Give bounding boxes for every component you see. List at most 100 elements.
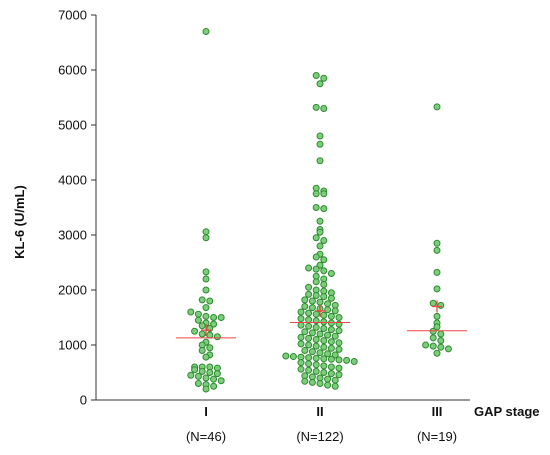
data-point [202, 28, 210, 35]
data-point [312, 72, 320, 79]
data-point [350, 358, 358, 365]
data-point [202, 385, 210, 393]
data-point [305, 290, 313, 298]
data-point [327, 344, 335, 352]
data-point [198, 367, 206, 375]
data-point [217, 377, 225, 385]
group-n-label: (N=46) [186, 429, 226, 444]
data-point [206, 297, 214, 305]
data-point [327, 294, 335, 302]
data-point [305, 334, 313, 342]
data-point [301, 347, 309, 354]
data-point [202, 234, 210, 242]
summary-markers [176, 300, 467, 339]
data-point [194, 310, 202, 318]
category-label: III [432, 404, 443, 419]
data-point [297, 321, 305, 329]
data-point [312, 253, 320, 261]
data-point [191, 327, 199, 335]
data-point [422, 341, 430, 349]
data-point [316, 217, 324, 225]
data-point [320, 190, 328, 198]
data-point [320, 293, 328, 301]
data-point [327, 270, 335, 277]
data-point [320, 311, 328, 319]
data-point [206, 331, 214, 339]
data-point [312, 103, 320, 111]
data-point [308, 348, 316, 356]
axes [95, 15, 470, 401]
data-point [429, 334, 437, 342]
data-point [217, 314, 225, 321]
data-point [316, 228, 324, 236]
data-point [320, 256, 328, 264]
data-point [312, 367, 320, 375]
data-point [194, 380, 202, 387]
data-point [327, 326, 335, 334]
data-point [433, 246, 441, 254]
data-point [444, 345, 452, 353]
data-point [312, 310, 320, 318]
y-tick-label: 4000 [58, 173, 87, 188]
data-point [316, 330, 324, 338]
data-point [198, 296, 206, 304]
data-point [202, 374, 210, 382]
data-point [433, 312, 441, 320]
data-point [312, 342, 320, 350]
data-point [312, 292, 320, 299]
category-label: I [204, 404, 208, 419]
data-point [320, 369, 328, 376]
data-point [187, 371, 195, 379]
data-point [312, 265, 320, 273]
data-point [305, 316, 313, 324]
data-point [297, 315, 305, 323]
data-point [202, 312, 210, 320]
data-point [202, 286, 210, 294]
data-point [331, 382, 339, 390]
category-label: II [316, 404, 323, 419]
data-point [305, 309, 313, 317]
data-point [433, 349, 441, 357]
data-point [437, 343, 445, 351]
data-point [335, 371, 343, 379]
data-point [202, 268, 210, 276]
data-point [297, 359, 305, 367]
data-point [433, 285, 441, 293]
data-point [320, 237, 328, 244]
data-point [308, 304, 316, 312]
data-point [316, 349, 324, 357]
data-point [327, 319, 335, 327]
data-point [316, 157, 324, 165]
data-point [282, 352, 290, 360]
data-point [324, 381, 332, 389]
data-point [327, 370, 335, 378]
data-point [324, 350, 332, 358]
data-point [324, 375, 332, 383]
data-point [297, 333, 305, 341]
data-point [327, 312, 335, 320]
data-point [297, 365, 305, 373]
data-point [316, 80, 324, 88]
data-point [312, 234, 320, 242]
data-point [305, 283, 313, 291]
data-point [324, 331, 332, 339]
data-point [437, 330, 445, 338]
data-point [202, 353, 210, 361]
data-point [335, 314, 343, 321]
data-point [305, 264, 313, 272]
data-point [429, 342, 437, 350]
data-point [316, 242, 324, 250]
data-point [210, 320, 218, 328]
data-point [320, 355, 328, 363]
data-point [433, 268, 441, 276]
data-point [312, 361, 320, 369]
data-point [187, 308, 195, 316]
data-point [210, 382, 218, 390]
data-point [433, 103, 441, 111]
data-point [308, 297, 316, 305]
data-point [320, 105, 328, 112]
x-labels: I (N=46) II (N=122) III (N=19) [186, 404, 457, 444]
data-point [327, 338, 335, 346]
